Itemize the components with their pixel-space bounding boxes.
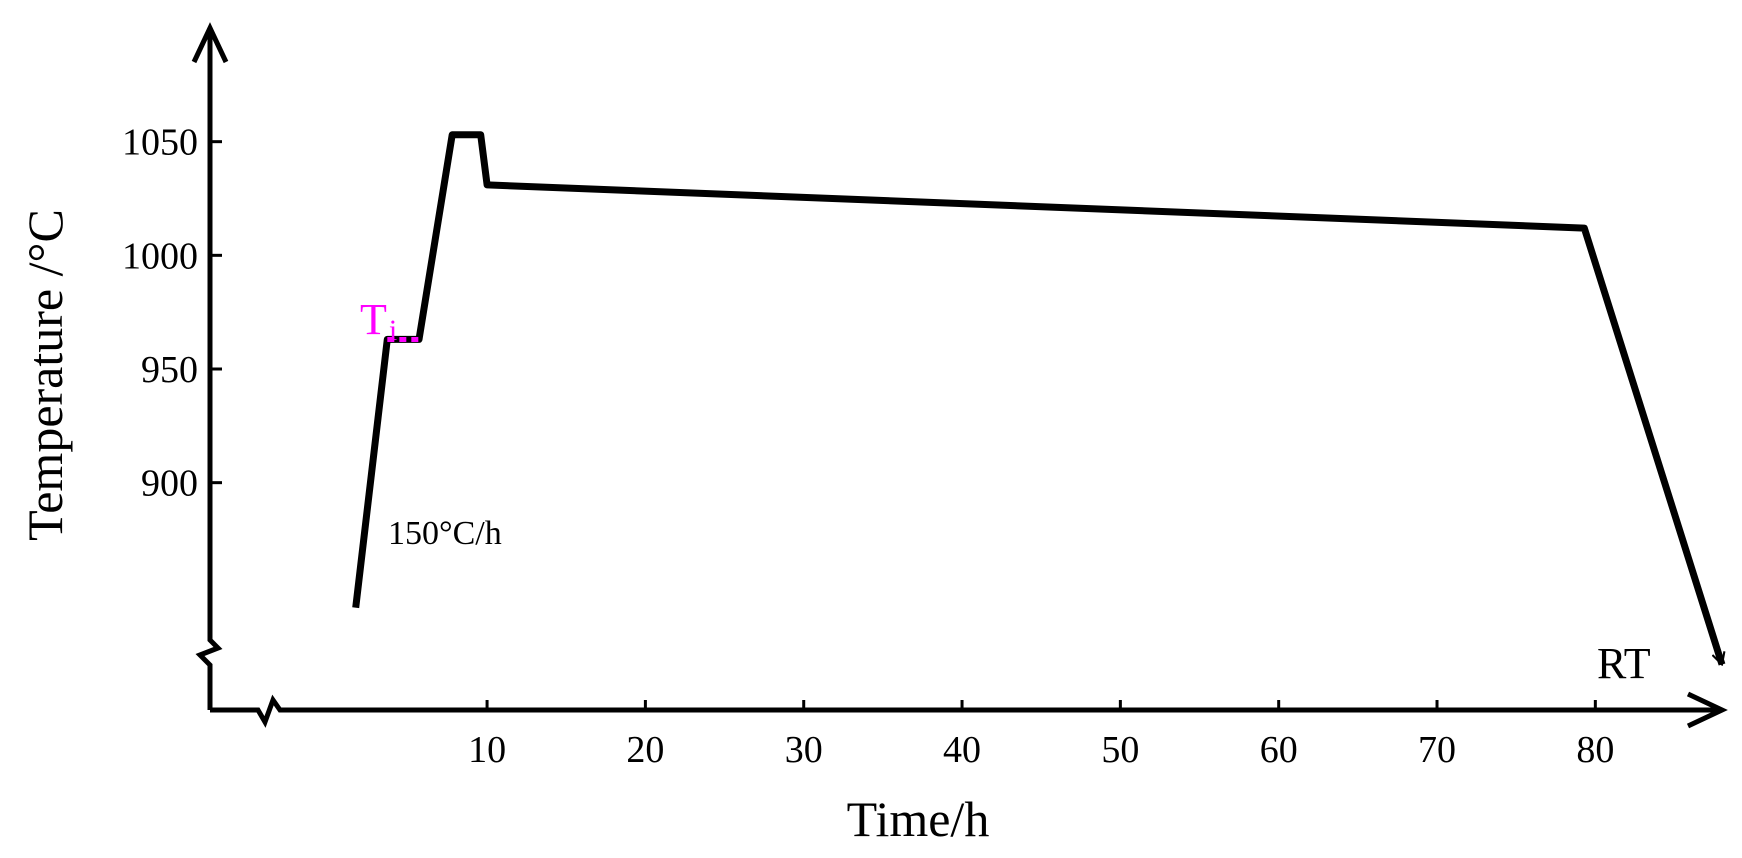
x-tick-label: 50 bbox=[1101, 729, 1139, 771]
ti-marker-main: T bbox=[360, 295, 387, 344]
rt-label: RT bbox=[1597, 639, 1651, 688]
x-axis-arrow bbox=[1686, 691, 1728, 729]
ramp-rate-annotation: 150°C/h bbox=[388, 515, 502, 552]
y-axis bbox=[195, 28, 223, 710]
y-tick-label: 950 bbox=[141, 349, 198, 391]
x-tick-label: 10 bbox=[468, 729, 506, 771]
y-tick-label: 1000 bbox=[122, 235, 198, 277]
ti-marker-label: Ti bbox=[360, 295, 397, 347]
y-axis-arrow bbox=[191, 22, 229, 64]
temperature-profile-line bbox=[352, 131, 1722, 665]
y-tick-label: 1050 bbox=[122, 122, 198, 164]
x-axis bbox=[210, 694, 1722, 728]
x-tick-label: 20 bbox=[626, 729, 664, 771]
x-tick-label: 30 bbox=[785, 729, 823, 771]
x-axis-title: Time/h bbox=[847, 791, 990, 847]
x-tick-label: 80 bbox=[1576, 729, 1614, 771]
x-tick-label: 40 bbox=[943, 729, 981, 771]
x-tick-label: 70 bbox=[1418, 729, 1456, 771]
x-tick-label: 60 bbox=[1260, 729, 1298, 771]
ti-marker-subscript: i bbox=[389, 314, 397, 347]
y-tick-label: 900 bbox=[141, 463, 198, 505]
y-axis-title: Temperature /°C bbox=[17, 209, 73, 541]
